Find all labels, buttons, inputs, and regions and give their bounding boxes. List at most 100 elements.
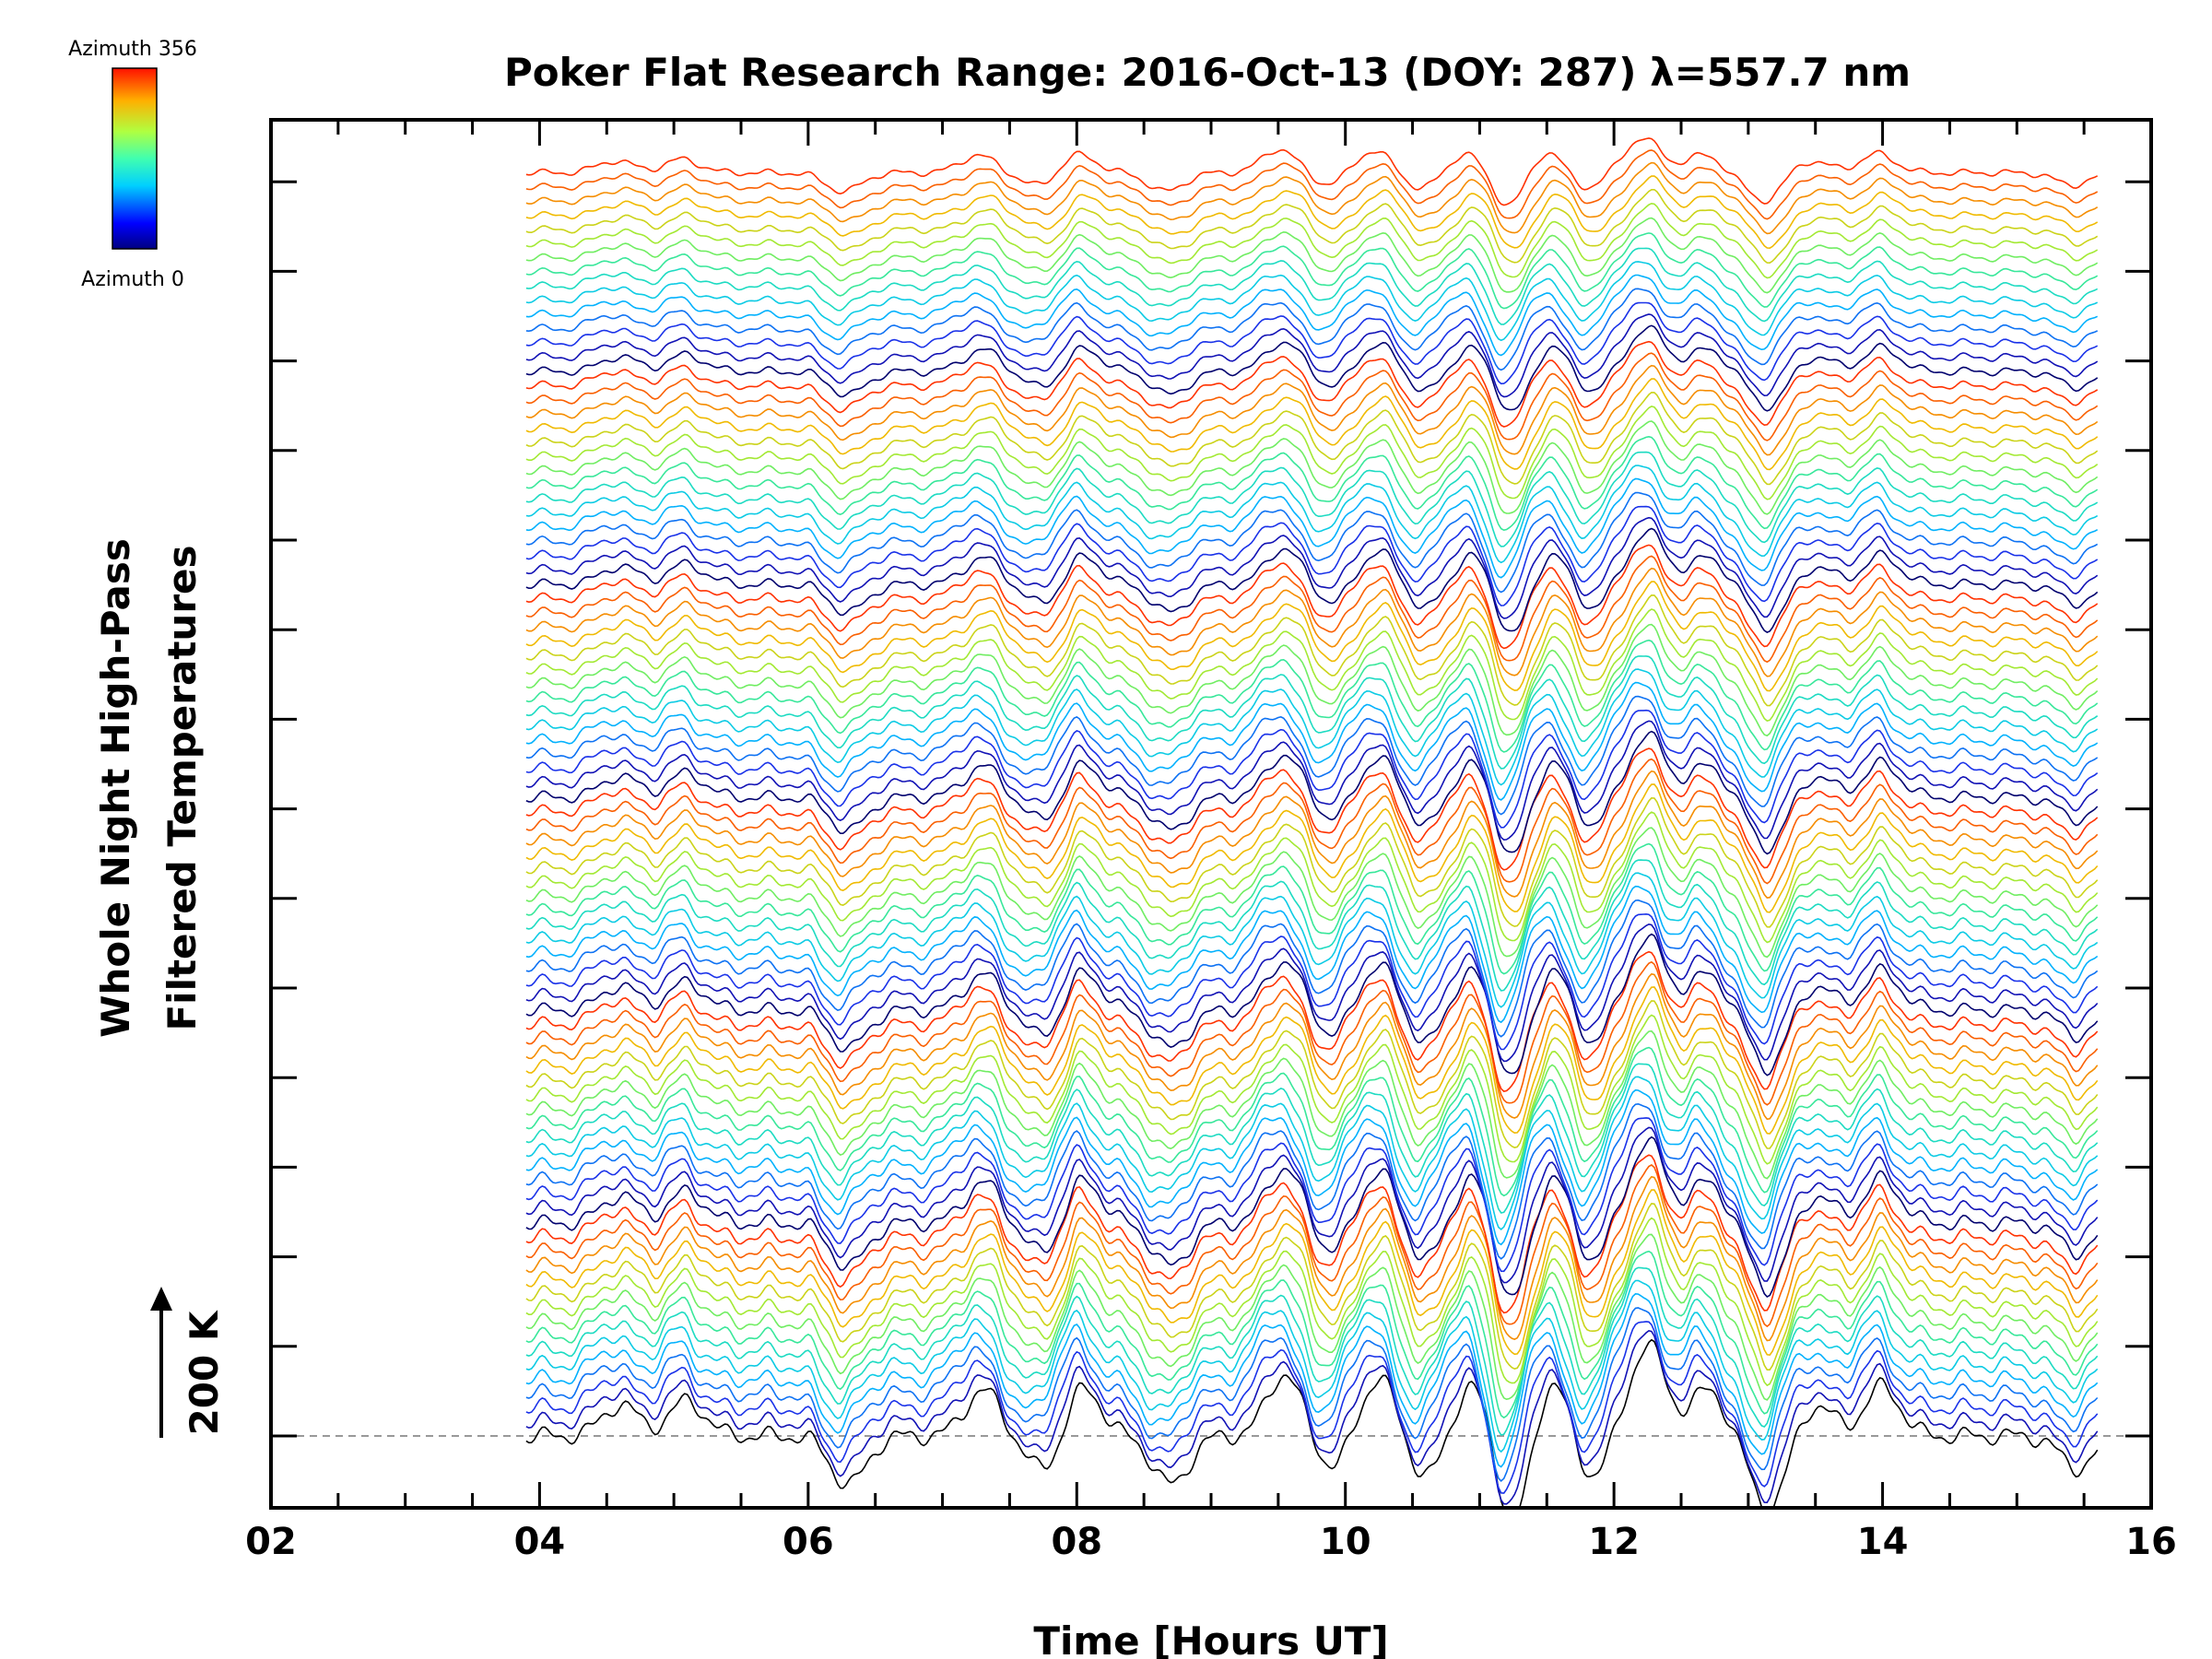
azimuth-trace-184: [525, 720, 2099, 841]
azimuth-trace-236: [525, 544, 2099, 650]
azimuth-trace-312: [525, 288, 2099, 371]
azimuth-trace-216: [525, 608, 2099, 722]
azimuth-trace-304: [525, 313, 2099, 398]
x-tick-label: 10: [1320, 1521, 1371, 1563]
colorbar-bottom-label: Azimuth 0: [81, 268, 184, 291]
azimuth-trace-344: [525, 175, 2099, 250]
azimuth-trace-224: [525, 581, 2099, 692]
azimuth-trace-72: [525, 1102, 2099, 1260]
azimuth-trace-300: [525, 324, 2099, 412]
azimuth-trace-56: [525, 1154, 2099, 1314]
azimuth-trace-356: [525, 137, 2099, 206]
azimuth-trace-104: [525, 986, 2099, 1135]
azimuth-trace-24: [525, 1266, 2099, 1436]
azimuth-trace-76: [525, 1088, 2099, 1246]
azimuth-trace-328: [525, 232, 2099, 310]
azimuth-trace-88: [525, 1046, 2099, 1197]
azimuth-trace-288: [525, 364, 2099, 456]
azimuth-trace-68: [525, 1117, 2099, 1273]
scale-bar: [150, 1287, 172, 1438]
azimuth-trace-156: [525, 811, 2099, 944]
y-axis-label-line2: Filtered Temperatures: [159, 545, 205, 1030]
azimuth-trace-252: [525, 491, 2099, 594]
azimuth-trace-268: [525, 435, 2099, 532]
azimuth-trace-188: [525, 709, 2099, 829]
azimuth-trace-84: [525, 1063, 2099, 1214]
azimuth-trace-196: [525, 681, 2099, 801]
x-tick-label: 16: [2125, 1521, 2177, 1563]
azimuth-trace-272: [525, 420, 2099, 515]
azimuth-trace-176: [525, 747, 2099, 871]
azimuth-trace-124: [525, 923, 2099, 1063]
x-tick-label: 06: [782, 1521, 834, 1563]
azimuth-trace-180: [525, 730, 2099, 855]
azimuth-trace-276: [525, 406, 2099, 500]
azimuth-trace-8: [525, 1321, 2099, 1494]
azimuth-trace-152: [525, 827, 2099, 959]
azimuth-trace-92: [525, 1030, 2099, 1180]
azimuth-trace-168: [525, 770, 2099, 899]
scale-bar-label: 200 K: [182, 1310, 227, 1435]
azimuth-trace-120: [525, 933, 2099, 1077]
azimuth-trace-280: [525, 391, 2099, 486]
azimuth-trace-336: [525, 202, 2099, 279]
azimuth-trace-112: [525, 960, 2099, 1106]
azimuth-trace-116: [525, 950, 2099, 1092]
azimuth-trace-12: [525, 1307, 2099, 1483]
azimuth-trace-348: [525, 161, 2099, 235]
azimuth-trace-128: [525, 912, 2099, 1051]
azimuth-trace-52: [525, 1164, 2099, 1328]
azimuth-trace-232: [525, 555, 2099, 664]
x-axis-label: Time [Hours UT]: [1033, 1618, 1388, 1659]
azimuth-trace-240: [525, 527, 2099, 633]
azimuth-trace-144: [525, 859, 2099, 992]
azimuth-trace-96: [525, 1014, 2099, 1165]
azimuth-trace-140: [525, 872, 2099, 1008]
azimuth-trace-296: [525, 340, 2099, 428]
azimuth-trace-316: [525, 274, 2099, 357]
azimuth-trace-292: [525, 352, 2099, 441]
azimuth-trace-284: [525, 378, 2099, 471]
colorbar: [112, 67, 158, 250]
colorbar-top-label: Azimuth 356: [68, 38, 197, 61]
x-tick-label: 08: [1051, 1521, 1102, 1563]
azimuth-trace-200: [525, 668, 2099, 786]
azimuth-trace-4: [525, 1330, 2099, 1505]
chart-title: Poker Flat Research Range: 2016-Oct-13 (…: [504, 50, 1911, 95]
azimuth-trace-244: [525, 516, 2099, 619]
azimuth-trace-264: [525, 451, 2099, 547]
azimuth-trace-28: [525, 1250, 2099, 1419]
azimuth-trace-20: [525, 1279, 2099, 1453]
azimuth-trace-160: [525, 796, 2099, 928]
x-tick-label: 02: [245, 1521, 297, 1563]
azimuth-trace-228: [525, 567, 2099, 677]
azimuth-trace-44: [525, 1189, 2099, 1357]
azimuth-trace-260: [525, 465, 2099, 564]
y-axis-label-line1: Whole Night High-Pass: [93, 538, 138, 1038]
azimuth-trace-248: [525, 505, 2099, 606]
azimuth-trace-132: [525, 899, 2099, 1038]
azimuth-trace-324: [525, 247, 2099, 325]
azimuth-trace-220: [525, 594, 2099, 707]
azimuth-trace-36: [525, 1217, 2099, 1387]
azimuth-trace-16: [525, 1292, 2099, 1468]
azimuth-trace-340: [525, 189, 2099, 265]
traces-group: [525, 137, 2099, 1508]
x-tick-labels: 02 04 06 08 10 12 14 16: [245, 1521, 2177, 1563]
azimuth-trace-208: [525, 639, 2099, 753]
arrow-up-icon: [150, 1287, 172, 1311]
azimuth-trace-108: [525, 972, 2099, 1121]
azimuth-trace-32: [525, 1233, 2099, 1401]
plot-frame: [269, 118, 2153, 1510]
azimuth-trace-48: [525, 1175, 2099, 1342]
azimuth-trace-164: [525, 783, 2099, 913]
azimuth-trace-100: [525, 1000, 2099, 1149]
x-tick-label: 14: [1857, 1521, 1909, 1563]
azimuth-trace-80: [525, 1076, 2099, 1230]
azimuth-trace-172: [525, 758, 2099, 885]
azimuth-trace-204: [525, 655, 2099, 770]
x-tick-label: 04: [514, 1521, 566, 1563]
axis-ticks: [269, 120, 2153, 1508]
azimuth-trace-148: [525, 842, 2099, 975]
